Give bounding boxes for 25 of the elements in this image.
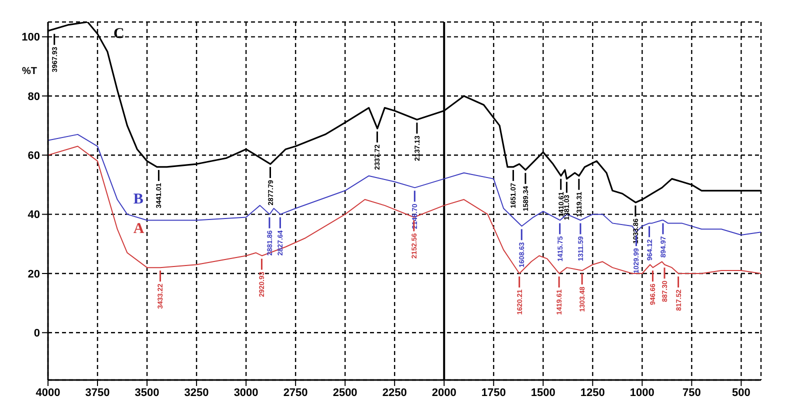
y-tick-label: 60: [28, 150, 40, 162]
y-tick-label: 80: [28, 90, 40, 103]
x-tick-label: 500: [732, 386, 750, 399]
x-tick-label: 750: [682, 386, 701, 399]
x-tick-label: 1500: [530, 386, 556, 399]
y-tick-label: 0: [34, 328, 40, 340]
series-label: B: [133, 192, 144, 208]
x-tick-label: 1250: [580, 386, 605, 399]
x-tick-label: 2500: [332, 386, 358, 399]
x-tick-label: 3500: [134, 386, 160, 399]
y-axis-title: %T: [22, 66, 37, 77]
y-tick-label: 20: [28, 268, 40, 280]
x-tick-label: 3000: [234, 386, 258, 399]
x-tick-label: 2000: [432, 386, 456, 399]
x-tick-label: 4000: [36, 386, 60, 399]
series-label: C: [114, 26, 124, 42]
x-tick-label: 3250: [184, 386, 209, 399]
x-tick-label: 2750: [283, 386, 308, 399]
x-tick-label: 1750: [481, 386, 506, 399]
x-tick-label: 1000: [630, 386, 654, 399]
y-tick-label: 40: [28, 209, 40, 222]
y-tick-label: 100: [22, 32, 40, 44]
x-tick-label: 2250: [382, 386, 407, 399]
x-tick-label: 3750: [85, 386, 110, 399]
series-label: A: [133, 221, 144, 238]
